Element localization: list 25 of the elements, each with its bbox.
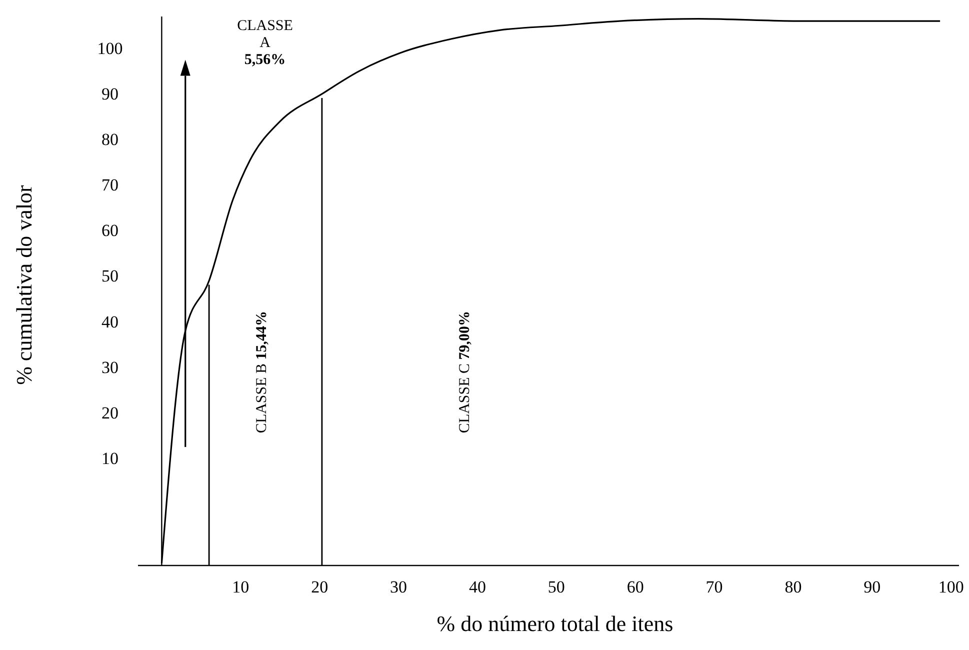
x-tick-label: 100 <box>938 578 964 596</box>
x-tick-label: 30 <box>390 578 408 596</box>
x-tick-label: 20 <box>311 578 328 596</box>
y-tick-label: 30 <box>102 358 118 377</box>
x-tick-label: 10 <box>232 578 250 596</box>
y-tick-label: 20 <box>102 403 118 422</box>
annotation: CLASSE B 15,44% <box>254 310 270 434</box>
x-tick-label: 50 <box>548 578 565 596</box>
x-tick-label: 40 <box>468 578 486 596</box>
annotation: CLASSE C 79,00% <box>457 310 473 434</box>
y-tick-label: 50 <box>102 266 118 286</box>
y-tick-label: 40 <box>102 312 118 332</box>
y-tick-label: 70 <box>102 176 118 195</box>
x-axis-title: % do número total de itens <box>436 611 674 636</box>
x-tick-label: 80 <box>784 578 802 596</box>
y-tick-label: 60 <box>102 221 118 240</box>
y-tick-label: 80 <box>102 130 118 150</box>
annotation: CLASSE A 5,56% <box>237 18 293 68</box>
x-tick-label: 90 <box>864 578 881 596</box>
y-tick-label: 10 <box>102 448 118 468</box>
x-tick-label: 60 <box>626 578 644 596</box>
x-tick-label: 70 <box>706 578 723 596</box>
y-tick-label: 90 <box>102 84 118 104</box>
y-axis-title: % cumulativa do valor <box>12 184 36 385</box>
y-tick-label: 100 <box>97 38 123 58</box>
